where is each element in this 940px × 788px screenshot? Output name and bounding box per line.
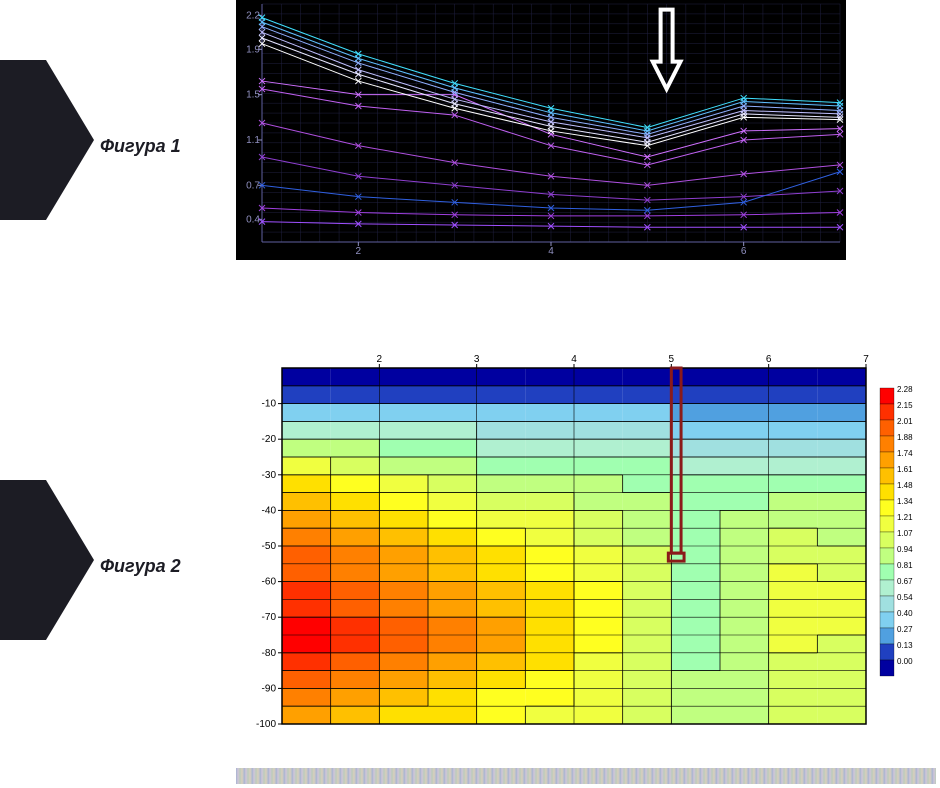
svg-text:1.07: 1.07 [897, 529, 913, 538]
svg-text:0.27: 0.27 [897, 625, 913, 634]
svg-text:-70: -70 [262, 612, 277, 623]
svg-text:3: 3 [474, 354, 480, 365]
noise-strip [236, 768, 936, 784]
arrow-tag-1 [0, 60, 94, 220]
svg-text:-20: -20 [262, 434, 277, 445]
svg-text:0.7: 0.7 [246, 180, 260, 191]
svg-text:2.28: 2.28 [897, 385, 913, 394]
svg-text:4: 4 [548, 246, 554, 257]
svg-text:1.21: 1.21 [897, 513, 913, 522]
svg-text:4: 4 [571, 354, 577, 365]
svg-text:1.5: 1.5 [246, 90, 260, 101]
figure-1-label: Фигура 1 [100, 136, 181, 157]
svg-text:2.01: 2.01 [897, 417, 913, 426]
svg-text:0.40: 0.40 [897, 609, 913, 618]
svg-text:2: 2 [356, 246, 362, 257]
svg-text:0.67: 0.67 [897, 577, 913, 586]
svg-text:0.94: 0.94 [897, 545, 913, 554]
svg-text:0.00: 0.00 [897, 657, 913, 666]
svg-text:1.88: 1.88 [897, 433, 913, 442]
svg-text:1.1: 1.1 [246, 135, 260, 146]
svg-text:-100: -100 [256, 719, 276, 730]
svg-text:-60: -60 [262, 577, 277, 588]
svg-text:1.48: 1.48 [897, 481, 913, 490]
figure-2-label: Фигура 2 [100, 556, 181, 577]
svg-text:-90: -90 [262, 683, 277, 694]
svg-text:1.34: 1.34 [897, 497, 913, 506]
svg-text:1.9: 1.9 [246, 44, 260, 55]
svg-text:6: 6 [766, 354, 772, 365]
svg-text:-30: -30 [262, 470, 277, 481]
svg-text:0.54: 0.54 [897, 593, 913, 602]
svg-text:2: 2 [377, 354, 383, 365]
svg-text:0.81: 0.81 [897, 561, 913, 570]
svg-text:-80: -80 [262, 648, 277, 659]
arrow-tag-2 [0, 480, 94, 640]
line-chart-figure-1: 2 4 6 0.4 0.7 1.1 1.5 1.9 2.2 [236, 0, 846, 260]
svg-text:-40: -40 [262, 505, 277, 516]
contour-chart-figure-2: 2 3 4 5 6 7 -10 -20 -30 -40 -50 -60 -70 -80 -90 -100 2.2… [236, 350, 936, 730]
svg-text:7: 7 [863, 354, 869, 365]
svg-text:2.2: 2.2 [246, 10, 260, 21]
svg-text:1.61: 1.61 [897, 465, 913, 474]
svg-text:0.13: 0.13 [897, 641, 913, 650]
svg-text:5: 5 [669, 354, 675, 365]
svg-text:6: 6 [741, 246, 747, 257]
svg-text:-10: -10 [262, 399, 277, 410]
svg-text:0.4: 0.4 [246, 214, 260, 225]
svg-text:-50: -50 [262, 541, 277, 552]
svg-text:2.15: 2.15 [897, 401, 913, 410]
svg-text:1.74: 1.74 [897, 449, 913, 458]
